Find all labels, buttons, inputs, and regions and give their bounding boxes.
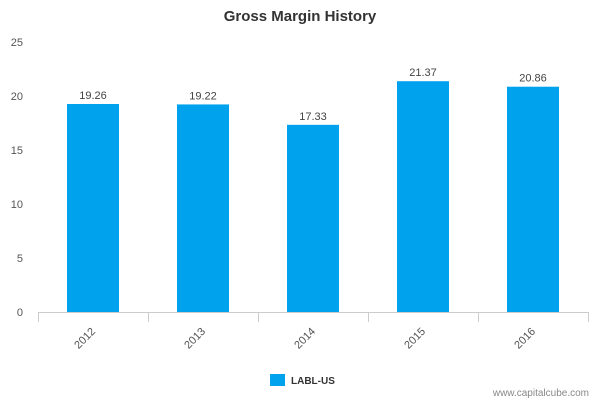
y-tick-label: 5 — [17, 253, 23, 265]
data-label: 19.26 — [79, 90, 107, 102]
data-label: 19.22 — [189, 90, 217, 102]
y-tick-label: 10 — [11, 199, 23, 211]
y-axis: 0 5 10 15 20 25 — [11, 37, 23, 319]
data-label: 20.86 — [519, 73, 547, 85]
legend[interactable]: LABL-US — [270, 374, 335, 387]
x-tick-label: 2013 — [182, 326, 208, 352]
legend-label[interactable]: LABL-US — [291, 376, 335, 387]
bar — [67, 103, 119, 312]
data-label: 21.37 — [409, 67, 437, 79]
watermark: www.capitalcube.com — [492, 388, 589, 399]
x-tick-label: 2012 — [72, 326, 98, 352]
bar — [287, 124, 339, 312]
bar — [397, 81, 449, 312]
x-tick-label: 2015 — [402, 326, 428, 352]
bar — [177, 104, 229, 312]
x-tick-label: 2016 — [512, 326, 538, 352]
y-tick-label: 20 — [11, 91, 23, 103]
chart-title: Gross Margin History — [224, 8, 377, 25]
bar-series: 19.26 19.22 17.33 21.37 20.86 — [67, 67, 559, 312]
bar — [507, 86, 559, 312]
y-tick-label: 15 — [11, 145, 23, 157]
legend-swatch[interactable] — [270, 374, 285, 386]
data-label: 17.33 — [299, 111, 327, 123]
y-tick-label: 25 — [11, 37, 23, 49]
x-axis: 2012 2013 2014 2015 2016 — [38, 312, 589, 352]
y-tick-label: 0 — [17, 307, 23, 319]
x-tick-label: 2014 — [292, 326, 318, 352]
